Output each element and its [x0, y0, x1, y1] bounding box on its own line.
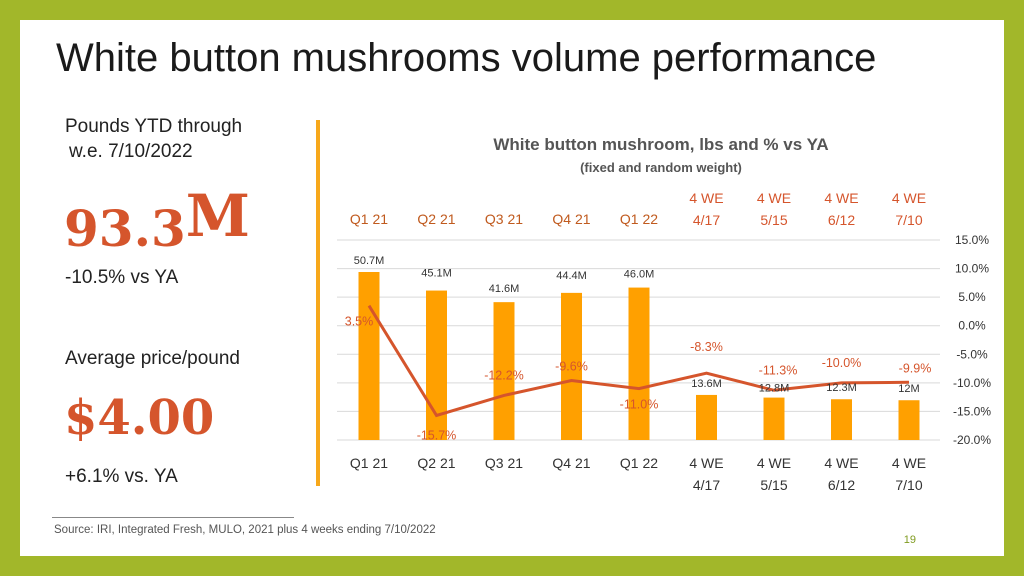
chart-labels: 50.7M 45.1M 41.6M 44.4M 46.0M 13.6M 12.8M 12.3M… — [345, 255, 932, 442]
top-category-label: 6/12 — [828, 212, 855, 228]
volume-value: 93.3M — [64, 182, 250, 260]
bar-value-label: 12.8M — [759, 383, 790, 395]
price-label: Average price/pound — [65, 348, 240, 369]
source-note: Source: IRI, Integrated Fresh, MULO, 202… — [54, 524, 436, 536]
bar-value-label: 13.6M — [691, 378, 722, 390]
top-category-label: 4/17 — [693, 212, 720, 228]
x-tick-label: Q3 21 — [485, 455, 523, 471]
top-category-label: Q1 22 — [620, 211, 658, 227]
bar-value-label: 45.1M — [421, 268, 452, 280]
bar — [628, 287, 650, 440]
pounds-label-line2: w.e. 7/10/2022 — [69, 141, 193, 162]
chart-subtitle: (fixed and random weight) — [580, 160, 742, 175]
top-category-label: Q1 21 — [350, 211, 388, 227]
bar-value-label: 50.7M — [354, 255, 385, 267]
x-tick-label: 7/10 — [895, 477, 922, 493]
bar-value-label: 44.4M — [556, 270, 587, 282]
bar-value-label: 12.3M — [826, 382, 857, 394]
volume-number: 93.3 — [64, 199, 186, 258]
line-value-label: -9.9% — [899, 361, 932, 375]
volume-unit: M — [185, 182, 250, 250]
line-value-label: -11.0% — [620, 398, 659, 412]
slide: White button mushrooms volume performanc… — [20, 20, 1004, 556]
y2-tick-label: -20.0% — [953, 433, 991, 447]
y2-tick-label: 5.0% — [958, 290, 986, 304]
top-category-label: 4 WE — [757, 190, 791, 206]
x-tick-label: 4 WE — [824, 455, 858, 471]
x-tick-label: 4 WE — [689, 455, 723, 471]
top-category-label: 4 WE — [689, 190, 723, 206]
bar-value-label: 41.6M — [489, 283, 520, 295]
line-value-label: -12.2% — [484, 368, 524, 382]
y2-tick-label: -15.0% — [953, 404, 991, 418]
bar — [493, 302, 515, 440]
y2-tick-label: 15.0% — [955, 233, 989, 247]
y2-tick-label: 10.0% — [955, 262, 989, 276]
line-value-label: -11.3% — [759, 363, 798, 377]
y2-tick-label: -10.0% — [953, 376, 991, 390]
page-number: 19 — [903, 534, 916, 546]
line-value-label: -15.7% — [417, 428, 457, 442]
x-tick-label: 4/17 — [693, 477, 720, 493]
x-tick-label: 4 WE — [757, 455, 791, 471]
top-category-label: 4 WE — [892, 190, 926, 206]
line-value-label: -10.0% — [822, 356, 862, 370]
chart-axes: 15.0% 10.0% 5.0% 0.0% -5.0% -10.0% -15.0% -20.0… — [350, 190, 991, 493]
price-value: $4.00 — [64, 390, 215, 446]
bar-value-label: 12M — [898, 383, 919, 395]
bar — [898, 400, 920, 440]
top-category-label: Q3 21 — [485, 211, 523, 227]
chart-bars — [358, 272, 920, 440]
bar — [561, 292, 582, 440]
volume-change: -10.5% vs YA — [65, 267, 179, 288]
top-category-label: 7/10 — [895, 212, 922, 228]
x-tick-label: 6/12 — [828, 477, 855, 493]
bar-value-label: 46.0M — [624, 269, 655, 281]
price-change: +6.1% vs. YA — [65, 466, 178, 487]
pct-change-line — [367, 304, 910, 418]
top-category-label: 5/15 — [760, 212, 787, 228]
divider-bar — [316, 120, 320, 486]
footer-rule — [52, 517, 294, 518]
top-category-label: Q4 21 — [552, 211, 590, 227]
x-tick-label: Q1 22 — [620, 455, 658, 471]
bar — [831, 399, 852, 440]
x-tick-label: 5/15 — [760, 477, 787, 493]
chart-title: White button mushroom, lbs and % vs YA — [493, 135, 828, 154]
x-tick-label: Q1 21 — [350, 455, 388, 471]
bar — [763, 397, 785, 440]
y2-tick-label: -5.0% — [956, 347, 988, 361]
x-tick-label: 4 WE — [892, 455, 926, 471]
x-tick-label: Q2 21 — [417, 455, 455, 471]
y2-tick-label: 0.0% — [958, 319, 986, 333]
bar — [696, 394, 717, 440]
line-value-label: 3.5% — [345, 315, 374, 329]
bar — [358, 272, 380, 440]
x-tick-label: Q4 21 — [552, 455, 590, 471]
chart-line — [367, 304, 910, 418]
pounds-label-line1: Pounds YTD through — [65, 116, 243, 137]
line-value-label: -9.6% — [555, 360, 588, 374]
top-category-label: 4 WE — [824, 190, 858, 206]
top-category-label: Q2 21 — [417, 211, 455, 227]
bar — [426, 290, 447, 440]
line-value-label: -8.3% — [690, 340, 723, 354]
slide-title: White button mushrooms volume performanc… — [56, 36, 877, 80]
